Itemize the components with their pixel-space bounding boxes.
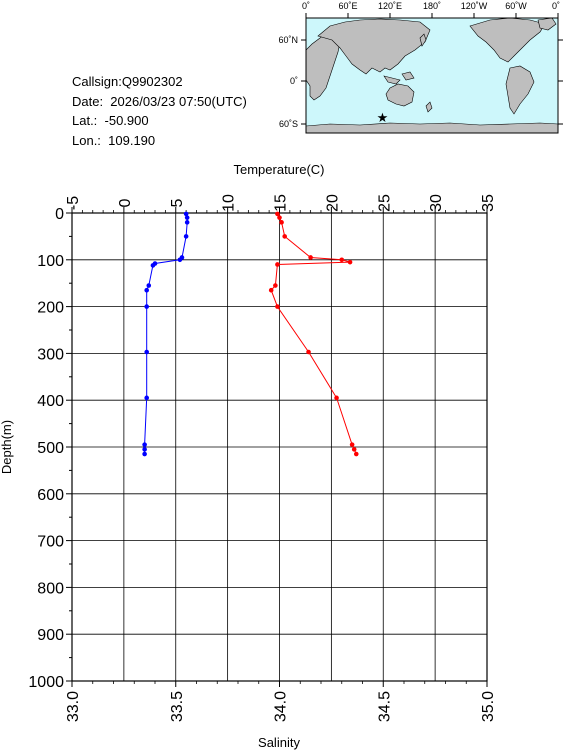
- temperature-point: [279, 220, 284, 225]
- temperature-point: [275, 262, 280, 267]
- chart-grid: [71, 212, 488, 682]
- map-lat-label: 60˚S: [279, 119, 298, 129]
- depth-tick-label: 700: [37, 534, 64, 551]
- map-lon-label: 60˚W: [505, 1, 527, 11]
- salinity-point: [144, 349, 149, 355]
- temperature-point: [347, 259, 353, 265]
- map-lon-labels: 0˚ 60˚E 120˚E 180˚ 120˚W 60˚W 0˚: [302, 1, 560, 11]
- temperature-point: [277, 215, 282, 220]
- station-info: Callsign:Q9902302 Date: 2026/03/23 07:50…: [72, 72, 247, 150]
- depth-tick-label: 200: [37, 300, 64, 317]
- depth-tick-label: 600: [37, 487, 64, 504]
- depth-tick-label: 500: [37, 440, 64, 457]
- longitude-text: Lon.: 109.190: [72, 132, 156, 148]
- temperature-point: [275, 304, 280, 309]
- temperature-point: [273, 283, 278, 288]
- temperature-point: [306, 349, 311, 355]
- date-text: Date: 2026/03/23 07:50(UTC): [72, 93, 247, 109]
- temperature-tick-label: 5: [169, 198, 186, 207]
- salinity-tick-label: 33.0: [65, 691, 82, 722]
- salinity-point: [150, 263, 156, 268]
- salinity-point: [184, 215, 190, 220]
- temperature-tick-label: 25: [376, 194, 393, 212]
- temperature-tick-label: -5: [65, 196, 82, 210]
- depth-tick-label: 800: [37, 580, 64, 597]
- depth-tick-label: 1000: [28, 674, 64, 691]
- map-lat-label: 60˚N: [278, 35, 298, 45]
- salinity-point: [142, 451, 147, 457]
- temperature-point: [351, 447, 357, 452]
- callsign-text: Callsign:Q9902302: [72, 74, 183, 89]
- temperature-point: [353, 451, 359, 457]
- map-lon-label: 120˚E: [378, 1, 402, 11]
- map-land: [305, 17, 559, 134]
- temperature-point: [339, 257, 345, 263]
- map-lat-labels: 60˚N 0˚ 60˚S: [278, 35, 298, 129]
- depth-tick-label: 400: [37, 393, 64, 410]
- depth-tick-label: 100: [37, 253, 64, 270]
- temperature-tick-label: 30: [428, 194, 445, 212]
- salinity-axis-label: Salinity: [258, 735, 300, 750]
- depth-tick-label: 0: [55, 206, 64, 223]
- temperature-point: [268, 287, 274, 293]
- temperature-tick-label: 10: [221, 194, 238, 212]
- salinity-point: [144, 287, 149, 293]
- salinity-point: [152, 261, 158, 266]
- world-map: 0˚ 60˚E 120˚E 180˚ 120˚W 60˚W 0˚ 60˚N 0˚…: [278, 1, 563, 134]
- salinity-point: [179, 255, 185, 260]
- temperature-tick-label: 0: [117, 198, 134, 207]
- station-star-icon: ★: [377, 110, 389, 125]
- map-ticks: [301, 13, 563, 125]
- salinity-point: [183, 234, 189, 239]
- salinity-point: [146, 283, 152, 288]
- salinity-tick-label: 35.0: [480, 691, 497, 722]
- salinity-profile-line: [144, 213, 188, 454]
- temperature-axis: -5 0 5 10 15 20 25 30 35: [65, 194, 497, 213]
- salinity-point: [144, 304, 149, 309]
- temperature-point: [349, 442, 355, 447]
- salinity-tick-label: 34.0: [273, 691, 290, 722]
- map-lon-label: 180˚: [423, 1, 441, 11]
- salinity-point: [144, 395, 149, 401]
- chart-series: [142, 211, 359, 457]
- map-lon-label: 0˚: [552, 1, 560, 11]
- salinity-tick-label: 34.5: [376, 691, 393, 722]
- salinity-axis: 33.0 33.5 34.0 34.5 35.0: [65, 681, 497, 722]
- temperature-point: [308, 255, 313, 260]
- depth-axis: 0 100 200 300 400 500 600 700 800 900 1000: [28, 206, 72, 691]
- temperature-point: [275, 211, 280, 217]
- temperature-tick-label: 35: [480, 194, 497, 212]
- salinity-point: [142, 442, 147, 447]
- salinity-point: [177, 257, 183, 263]
- depth-tick-label: 300: [37, 346, 64, 363]
- temperature-tick-label: 15: [273, 194, 290, 212]
- temperature-point: [282, 234, 287, 239]
- salinity-point: [183, 211, 189, 217]
- temperature-tick-label: 20: [324, 194, 341, 212]
- map-lon-label: 0˚: [302, 1, 310, 11]
- plot-frame: [71, 212, 488, 682]
- map-lon-label: 60˚E: [338, 1, 357, 11]
- map-lon-label: 120˚W: [461, 1, 488, 11]
- salinity-tick-label: 33.5: [169, 691, 186, 722]
- salinity-point: [142, 447, 147, 452]
- depth-tick-label: 900: [37, 627, 64, 644]
- map-lat-label: 0˚: [290, 76, 298, 86]
- temperature-point: [334, 395, 339, 401]
- salinity-point: [184, 220, 190, 225]
- temperature-profile-line: [270, 213, 357, 455]
- latitude-text: Lat.: -50.900: [72, 113, 149, 128]
- depth-axis-label: Depth(m): [0, 420, 14, 474]
